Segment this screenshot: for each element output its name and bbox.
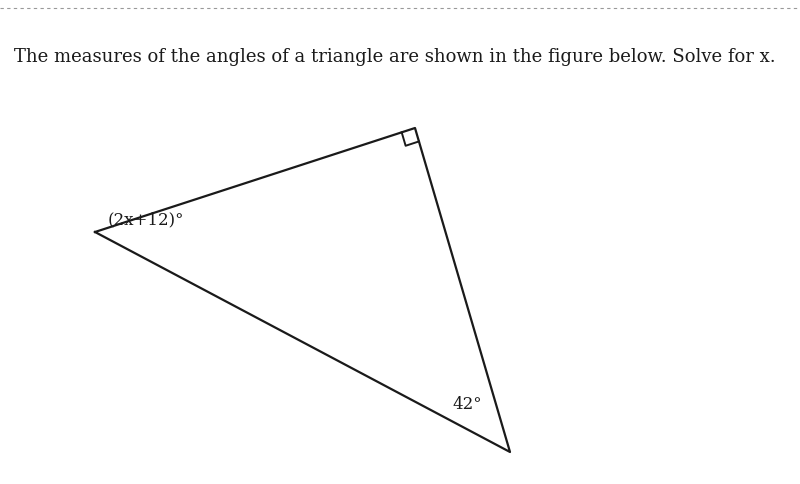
Text: The measures of the angles of a triangle are shown in the figure below. Solve fo: The measures of the angles of a triangle… — [14, 48, 776, 66]
Text: (2x+12)°: (2x+12)° — [108, 212, 185, 228]
Text: 42°: 42° — [452, 396, 482, 413]
